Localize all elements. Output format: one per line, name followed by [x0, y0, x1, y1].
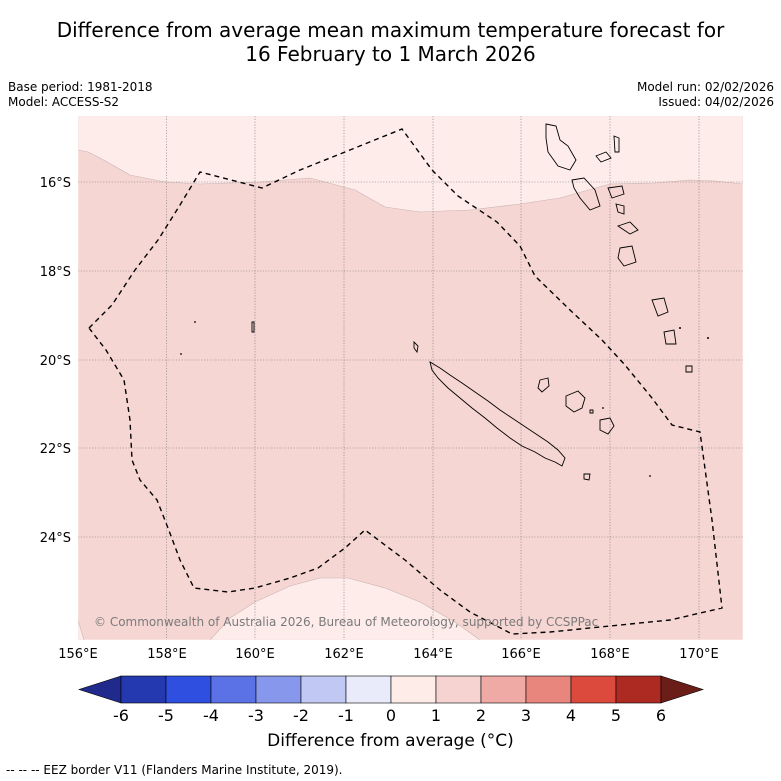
colorbar-swatch--1-to-0 — [345, 675, 392, 704]
issued-date: Issued: 04/02/2026 — [658, 95, 774, 109]
colorbar-swatch-5-to-6 — [615, 675, 662, 704]
map-area: © Commonwealth of Australia 2026, Bureau… — [78, 116, 743, 640]
lat-label-18s: 18°S — [40, 265, 71, 280]
isle-of-pines-outline — [583, 473, 591, 481]
colorbar-label: Difference from average (°C) — [267, 731, 514, 751]
anomaly-field-0-1-south — [209, 577, 481, 640]
graticule — [78, 116, 743, 640]
model-name: Model: ACCESS-S2 — [8, 95, 120, 109]
lon-label-158e: 158°E — [147, 647, 187, 662]
tanna-outline — [651, 297, 669, 317]
colorbar-tick-label: 3 — [521, 706, 531, 725]
colorbar-swatch-4-to-5 — [570, 675, 617, 704]
colorbar: -6 -5 -4 -3 -2 -1 0 1 2 3 4 5 6 — [78, 675, 704, 725]
vanuatu — [545, 123, 693, 373]
anomaly-field-0-1-southwest — [78, 619, 85, 640]
espiritu-santo-outline — [545, 123, 577, 171]
colorbar-extend-low — [78, 675, 122, 704]
anomaly-field-0-1-north — [78, 116, 743, 213]
colorbar-tick-label: 2 — [476, 706, 486, 725]
lat-label-24s: 24°S — [40, 531, 71, 546]
colorbar-tick-label: 1 — [431, 706, 441, 725]
colorbar-swatch--6-to--5 — [120, 675, 167, 704]
ouvea-outline — [537, 377, 550, 393]
colorbar-tick-label: -5 — [158, 706, 174, 725]
aneityum-outline — [663, 329, 677, 345]
lon-label-164e: 164°E — [413, 647, 453, 662]
meta-right: Model run: 02/02/2026 Issued: 04/02/2026 — [637, 80, 774, 110]
lon-label-166e: 166°E — [501, 647, 541, 662]
colorbar-swatch-3-to-4 — [525, 675, 572, 704]
colorbar-swatch--4-to--3 — [210, 675, 257, 704]
colorbar-tick-label: 5 — [611, 706, 621, 725]
colorbar-tick-label: -2 — [293, 706, 309, 725]
map-frame — [77, 115, 744, 641]
chart-title: Difference from average mean maximum tem… — [0, 18, 781, 66]
eez-legend-note: -- -- -- EEZ border V11 (Flanders Marine… — [6, 763, 343, 777]
mare-outline — [599, 417, 615, 435]
copyright-text: © Commonwealth of Australia 2026, Bureau… — [94, 615, 598, 629]
epi-outline — [615, 203, 625, 215]
colorbar-swatch--5-to--4 — [165, 675, 212, 704]
latitude-labels: 16°S 18°S 20°S 22°S 24°S — [40, 176, 71, 546]
lat-label-16s: 16°S — [40, 176, 71, 191]
chesterfield-islets-outline — [251, 321, 255, 333]
base-period: Base period: 1981-2018 — [8, 80, 153, 94]
lat-label-20s: 20°S — [40, 354, 71, 369]
ambae-outline — [595, 151, 612, 163]
colorbar-tick-label: 6 — [656, 706, 666, 725]
lat-label-22s: 22°S — [40, 442, 71, 457]
maewo-outline — [613, 135, 620, 153]
lon-label-156e: 156°E — [58, 647, 98, 662]
lon-label-160e: 160°E — [235, 647, 275, 662]
colorbar-tick-label: 0 — [386, 706, 396, 725]
colorbar-swatch-0-to-1 — [390, 675, 437, 704]
longitude-labels: 156°E 158°E 160°E 162°E 164°E 166°E 168°… — [58, 647, 719, 662]
colorbar-tick-label: -3 — [248, 706, 264, 725]
meta-left: Base period: 1981-2018 Model: ACCESS-S2 — [8, 80, 153, 110]
colorbar-tick-label: -4 — [203, 706, 219, 725]
pentecost-outline — [607, 185, 625, 199]
lon-label-170e: 170°E — [679, 647, 719, 662]
erromango-outline — [617, 245, 637, 267]
colorbar-swatch--3-to--2 — [255, 675, 302, 704]
malekula-outline — [571, 177, 601, 211]
model-run: Model run: 02/02/2026 — [636, 80, 774, 94]
eez-border — [88, 128, 723, 635]
lon-label-162e: 162°E — [324, 647, 364, 662]
efate-outline — [616, 221, 639, 235]
grande-terre-outline — [429, 361, 566, 467]
futuna-outline — [685, 365, 693, 373]
lon-label-168e: 168°E — [590, 647, 630, 662]
belep-islands-outline — [413, 340, 419, 354]
colorbar-tick-label: -1 — [338, 706, 354, 725]
reef-islets — [180, 321, 709, 477]
colorbar-swatch-2-to-3 — [480, 675, 527, 704]
new-caledonia — [413, 340, 615, 481]
tiga-outline — [589, 409, 594, 414]
colorbar-swatch-1-to-2 — [435, 675, 482, 704]
colorbar-extend-high — [660, 675, 704, 704]
colorbar-tick-label: 4 — [566, 706, 576, 725]
colorbar-tick-label: -6 — [113, 706, 129, 725]
lifou-outline — [565, 390, 586, 413]
title-line-2: 16 February to 1 March 2026 — [245, 42, 536, 66]
title-line-1: Difference from average mean maximum tem… — [56, 18, 725, 42]
colorbar-swatch--2-to--1 — [300, 675, 347, 704]
